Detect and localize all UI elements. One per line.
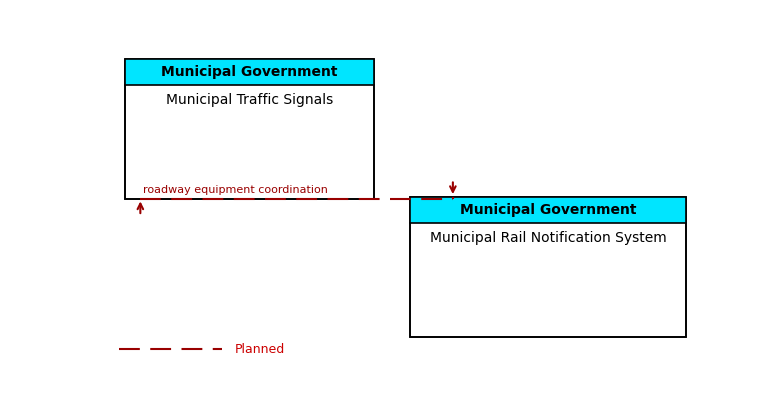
Bar <box>125 59 374 199</box>
Text: Municipal Rail Notification System: Municipal Rail Notification System <box>430 232 667 246</box>
Text: Municipal Traffic Signals: Municipal Traffic Signals <box>166 94 334 108</box>
Text: Planned: Planned <box>234 343 285 356</box>
Bar <box>410 197 687 223</box>
Bar <box>410 197 687 337</box>
Text: Municipal Government: Municipal Government <box>161 65 337 79</box>
Bar <box>410 197 687 337</box>
Text: Municipal Government: Municipal Government <box>460 203 637 217</box>
Text: roadway equipment coordination: roadway equipment coordination <box>143 185 328 195</box>
Bar <box>125 59 374 85</box>
Bar <box>125 59 374 199</box>
